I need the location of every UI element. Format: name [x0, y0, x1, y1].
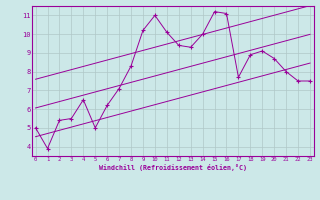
X-axis label: Windchill (Refroidissement éolien,°C): Windchill (Refroidissement éolien,°C): [99, 164, 247, 171]
